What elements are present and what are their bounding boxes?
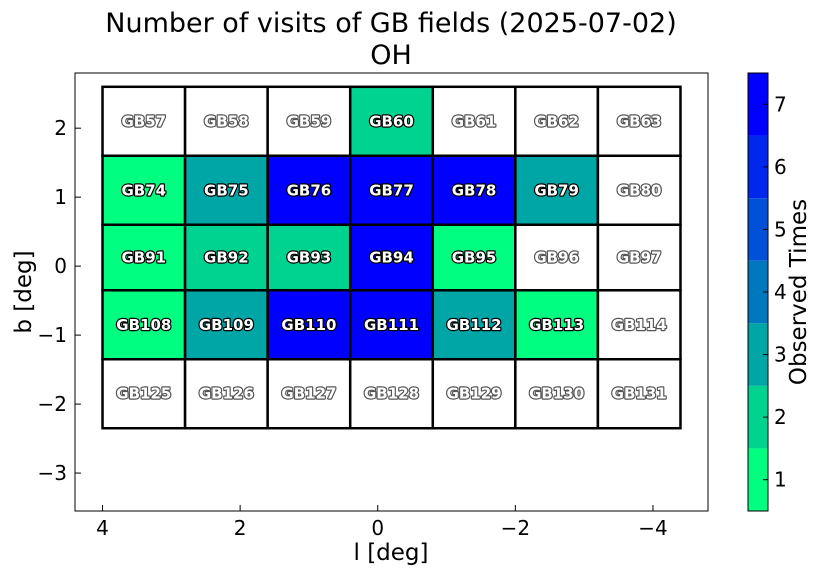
colorbar-tick-label: 7: [774, 92, 787, 116]
cell-label-gb63: GB63: [617, 112, 662, 130]
cell-label-gb127: GB127: [281, 385, 336, 403]
colorbar-tick-label: 1: [774, 468, 787, 492]
y-tick-label: −2: [38, 392, 67, 416]
y-tick-label: −3: [38, 461, 67, 485]
heatmap-cell-gb113: [514, 289, 600, 361]
heatmap-cell-gb127: [266, 358, 352, 430]
heatmap-cell-gb96: [514, 223, 600, 292]
colorbar-segment: [748, 385, 768, 449]
cell-label-gb91: GB91: [121, 249, 166, 267]
colorbar: 1 2 3 4 5 6 7: [747, 72, 787, 512]
cell-label-gb62: GB62: [534, 112, 579, 130]
cell-label-gb111: GB111: [364, 316, 419, 334]
cell-label-gb129: GB129: [447, 385, 502, 403]
cell-label-gb95: GB95: [452, 249, 497, 267]
heatmap-cell-gb109: [183, 289, 269, 361]
x-tick-label: 4: [96, 516, 109, 540]
cell-label-gb130: GB130: [529, 385, 584, 403]
cell-label-gb80: GB80: [617, 181, 662, 199]
heatmap-cell-gb108: [101, 289, 187, 361]
colorbar-segment: [748, 448, 768, 511]
cell-label-gb75: GB75: [204, 181, 249, 199]
colorbar-segment: [748, 260, 768, 324]
cell-label-gb97: GB97: [617, 249, 662, 267]
cell-label-gb92: GB92: [204, 249, 249, 267]
y-tick-label: 2: [54, 116, 67, 140]
y-axis-ticks: 2 1 0 −1 −2 −3: [38, 116, 81, 485]
y-axis-label: b [deg]: [11, 250, 37, 333]
colorbar-tick-label: 3: [774, 343, 787, 367]
heatmap-cell-gb75: [183, 154, 269, 226]
cell-label-gb74: GB74: [121, 181, 166, 199]
colorbar-segment: [748, 198, 768, 261]
colorbar-tick-label: 4: [774, 280, 787, 304]
heatmap-cell-gb78: [431, 154, 517, 226]
x-axis-label: l [deg]: [354, 540, 429, 566]
cell-label-gb59: GB59: [287, 112, 332, 130]
cell-label-gb93: GB93: [287, 249, 332, 267]
cell-label-gb58: GB58: [204, 112, 249, 130]
cell-label-gb125: GB125: [116, 385, 171, 403]
x-tick-label: −2: [501, 516, 530, 540]
cell-label-gb126: GB126: [199, 385, 254, 403]
y-tick-label: −1: [38, 323, 67, 347]
heatmap-cell-gb80: [596, 154, 682, 226]
cell-label-gb96: GB96: [534, 249, 579, 267]
heatmap-cell-gb125: [101, 358, 187, 430]
heatmap-cell-gb126: [183, 358, 269, 430]
x-tick-label: 0: [371, 516, 384, 540]
heatmap-cells: GB57 GB58 GB59 GB60 GB61 GB62 GB63 GB74 GB75 GB76…: [101, 85, 682, 430]
cell-label-gb128: GB128: [364, 385, 419, 403]
heatmap-cell-gb92: [183, 223, 269, 292]
cell-label-gb112: GB112: [447, 316, 502, 334]
heatmap-cell-gb60: [348, 85, 435, 158]
cell-label-gb114: GB114: [612, 316, 667, 334]
colorbar-segment: [748, 135, 768, 199]
chart-subtitle: OH: [370, 40, 412, 71]
heatmap-cell-gb131: [596, 358, 682, 430]
colorbar-segment: [748, 73, 768, 136]
cell-label-gb110: GB110: [281, 316, 336, 334]
chart-title: Number of visits of GB fields (2025-07-0…: [105, 8, 676, 39]
colorbar-tick-label: 6: [774, 155, 787, 179]
colorbar-tick-label: 5: [774, 217, 787, 241]
x-tick-label: 2: [234, 516, 247, 540]
heatmap-cell-gb63: [596, 85, 682, 158]
heatmap-cell-gb62: [514, 85, 600, 158]
colorbar-tick-label: 2: [774, 405, 787, 429]
cell-label-gb60: GB60: [369, 112, 414, 130]
cell-label-gb108: GB108: [116, 316, 171, 334]
heatmap-cell-gb112: [431, 289, 517, 361]
cell-label-gb113: GB113: [529, 316, 584, 334]
heatmap-cell-gb93: [266, 223, 352, 292]
cell-label-gb77: GB77: [369, 181, 414, 199]
cell-label-gb79: GB79: [534, 181, 579, 199]
heatmap-cell-gb74: [101, 154, 187, 226]
y-tick-label: 1: [54, 185, 67, 209]
cell-label-gb94: GB94: [369, 249, 414, 267]
colorbar-label: Observed Times: [786, 199, 812, 385]
plot-area-frame: [74, 72, 709, 512]
colorbar-segment: [748, 323, 768, 386]
cell-label-gb57: GB57: [121, 112, 166, 130]
y-tick-label: 0: [54, 254, 67, 278]
x-tick-label: −4: [638, 516, 667, 540]
cell-label-gb61: GB61: [452, 112, 497, 130]
cell-label-gb131: GB131: [612, 385, 667, 403]
heatmap-cell-gb77: [348, 154, 435, 226]
cell-label-gb76: GB76: [287, 181, 332, 199]
cell-label-gb109: GB109: [199, 316, 254, 334]
cell-label-gb78: GB78: [452, 181, 497, 199]
x-axis-ticks: 4 2 0 −2 −4: [96, 505, 668, 540]
